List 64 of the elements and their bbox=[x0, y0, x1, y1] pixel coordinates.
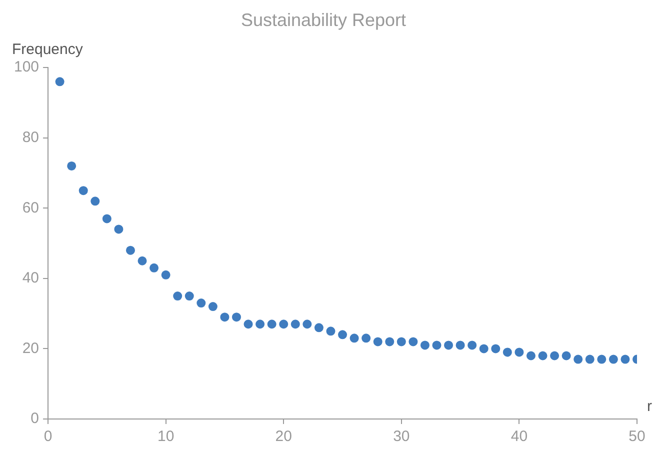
x-tick-label: 50 bbox=[628, 428, 646, 446]
point bbox=[338, 330, 348, 340]
y-tick-label: 0 bbox=[30, 410, 40, 428]
y-tick-label: 20 bbox=[22, 340, 40, 357]
x-tick-label: 30 bbox=[393, 428, 410, 446]
point bbox=[526, 351, 536, 360]
point bbox=[55, 77, 64, 86]
x-tick-label: 20 bbox=[275, 428, 292, 446]
x-axis-title: r bbox=[647, 398, 652, 416]
point bbox=[362, 334, 371, 343]
point bbox=[550, 351, 560, 360]
y-tick-label: 100 bbox=[14, 58, 40, 76]
point bbox=[620, 354, 630, 364]
chart-title: Sustainability Report bbox=[240, 10, 406, 30]
point bbox=[232, 312, 241, 322]
point bbox=[514, 348, 524, 357]
point bbox=[491, 344, 500, 354]
point bbox=[385, 337, 394, 346]
x-tick-label: 40 bbox=[510, 428, 528, 446]
point bbox=[78, 186, 88, 196]
point bbox=[432, 340, 442, 350]
point bbox=[290, 320, 300, 329]
point bbox=[408, 337, 418, 346]
point bbox=[350, 334, 359, 343]
point bbox=[562, 351, 571, 360]
point bbox=[267, 320, 276, 329]
x-tick-label: 0 bbox=[44, 428, 52, 446]
point bbox=[444, 340, 454, 350]
y-tick-label: 60 bbox=[22, 199, 40, 216]
point bbox=[102, 214, 112, 224]
point bbox=[279, 320, 288, 329]
point bbox=[468, 340, 477, 350]
point bbox=[114, 224, 124, 234]
y-tick-label: 40 bbox=[22, 270, 40, 287]
point bbox=[420, 340, 430, 350]
point bbox=[538, 351, 548, 360]
point bbox=[314, 323, 324, 332]
point bbox=[173, 292, 182, 301]
point bbox=[456, 340, 465, 350]
point bbox=[126, 246, 135, 255]
point bbox=[608, 354, 618, 364]
y-axis-title: Frequency bbox=[12, 41, 84, 58]
y-tick-label: 80 bbox=[22, 129, 40, 146]
point bbox=[161, 270, 170, 280]
point bbox=[220, 312, 230, 322]
point bbox=[502, 348, 512, 357]
point bbox=[196, 298, 206, 308]
point bbox=[479, 344, 488, 354]
point bbox=[574, 354, 583, 364]
point bbox=[373, 337, 382, 346]
point bbox=[302, 320, 312, 329]
point bbox=[597, 354, 606, 364]
point bbox=[184, 292, 194, 301]
point bbox=[585, 354, 594, 364]
point bbox=[138, 256, 147, 266]
point bbox=[244, 320, 253, 329]
point bbox=[90, 196, 100, 206]
point bbox=[256, 320, 265, 329]
point bbox=[67, 161, 76, 170]
x-tick-label: 10 bbox=[157, 428, 174, 446]
point bbox=[396, 337, 406, 346]
point bbox=[150, 263, 159, 272]
point bbox=[208, 302, 218, 312]
point bbox=[326, 326, 336, 336]
